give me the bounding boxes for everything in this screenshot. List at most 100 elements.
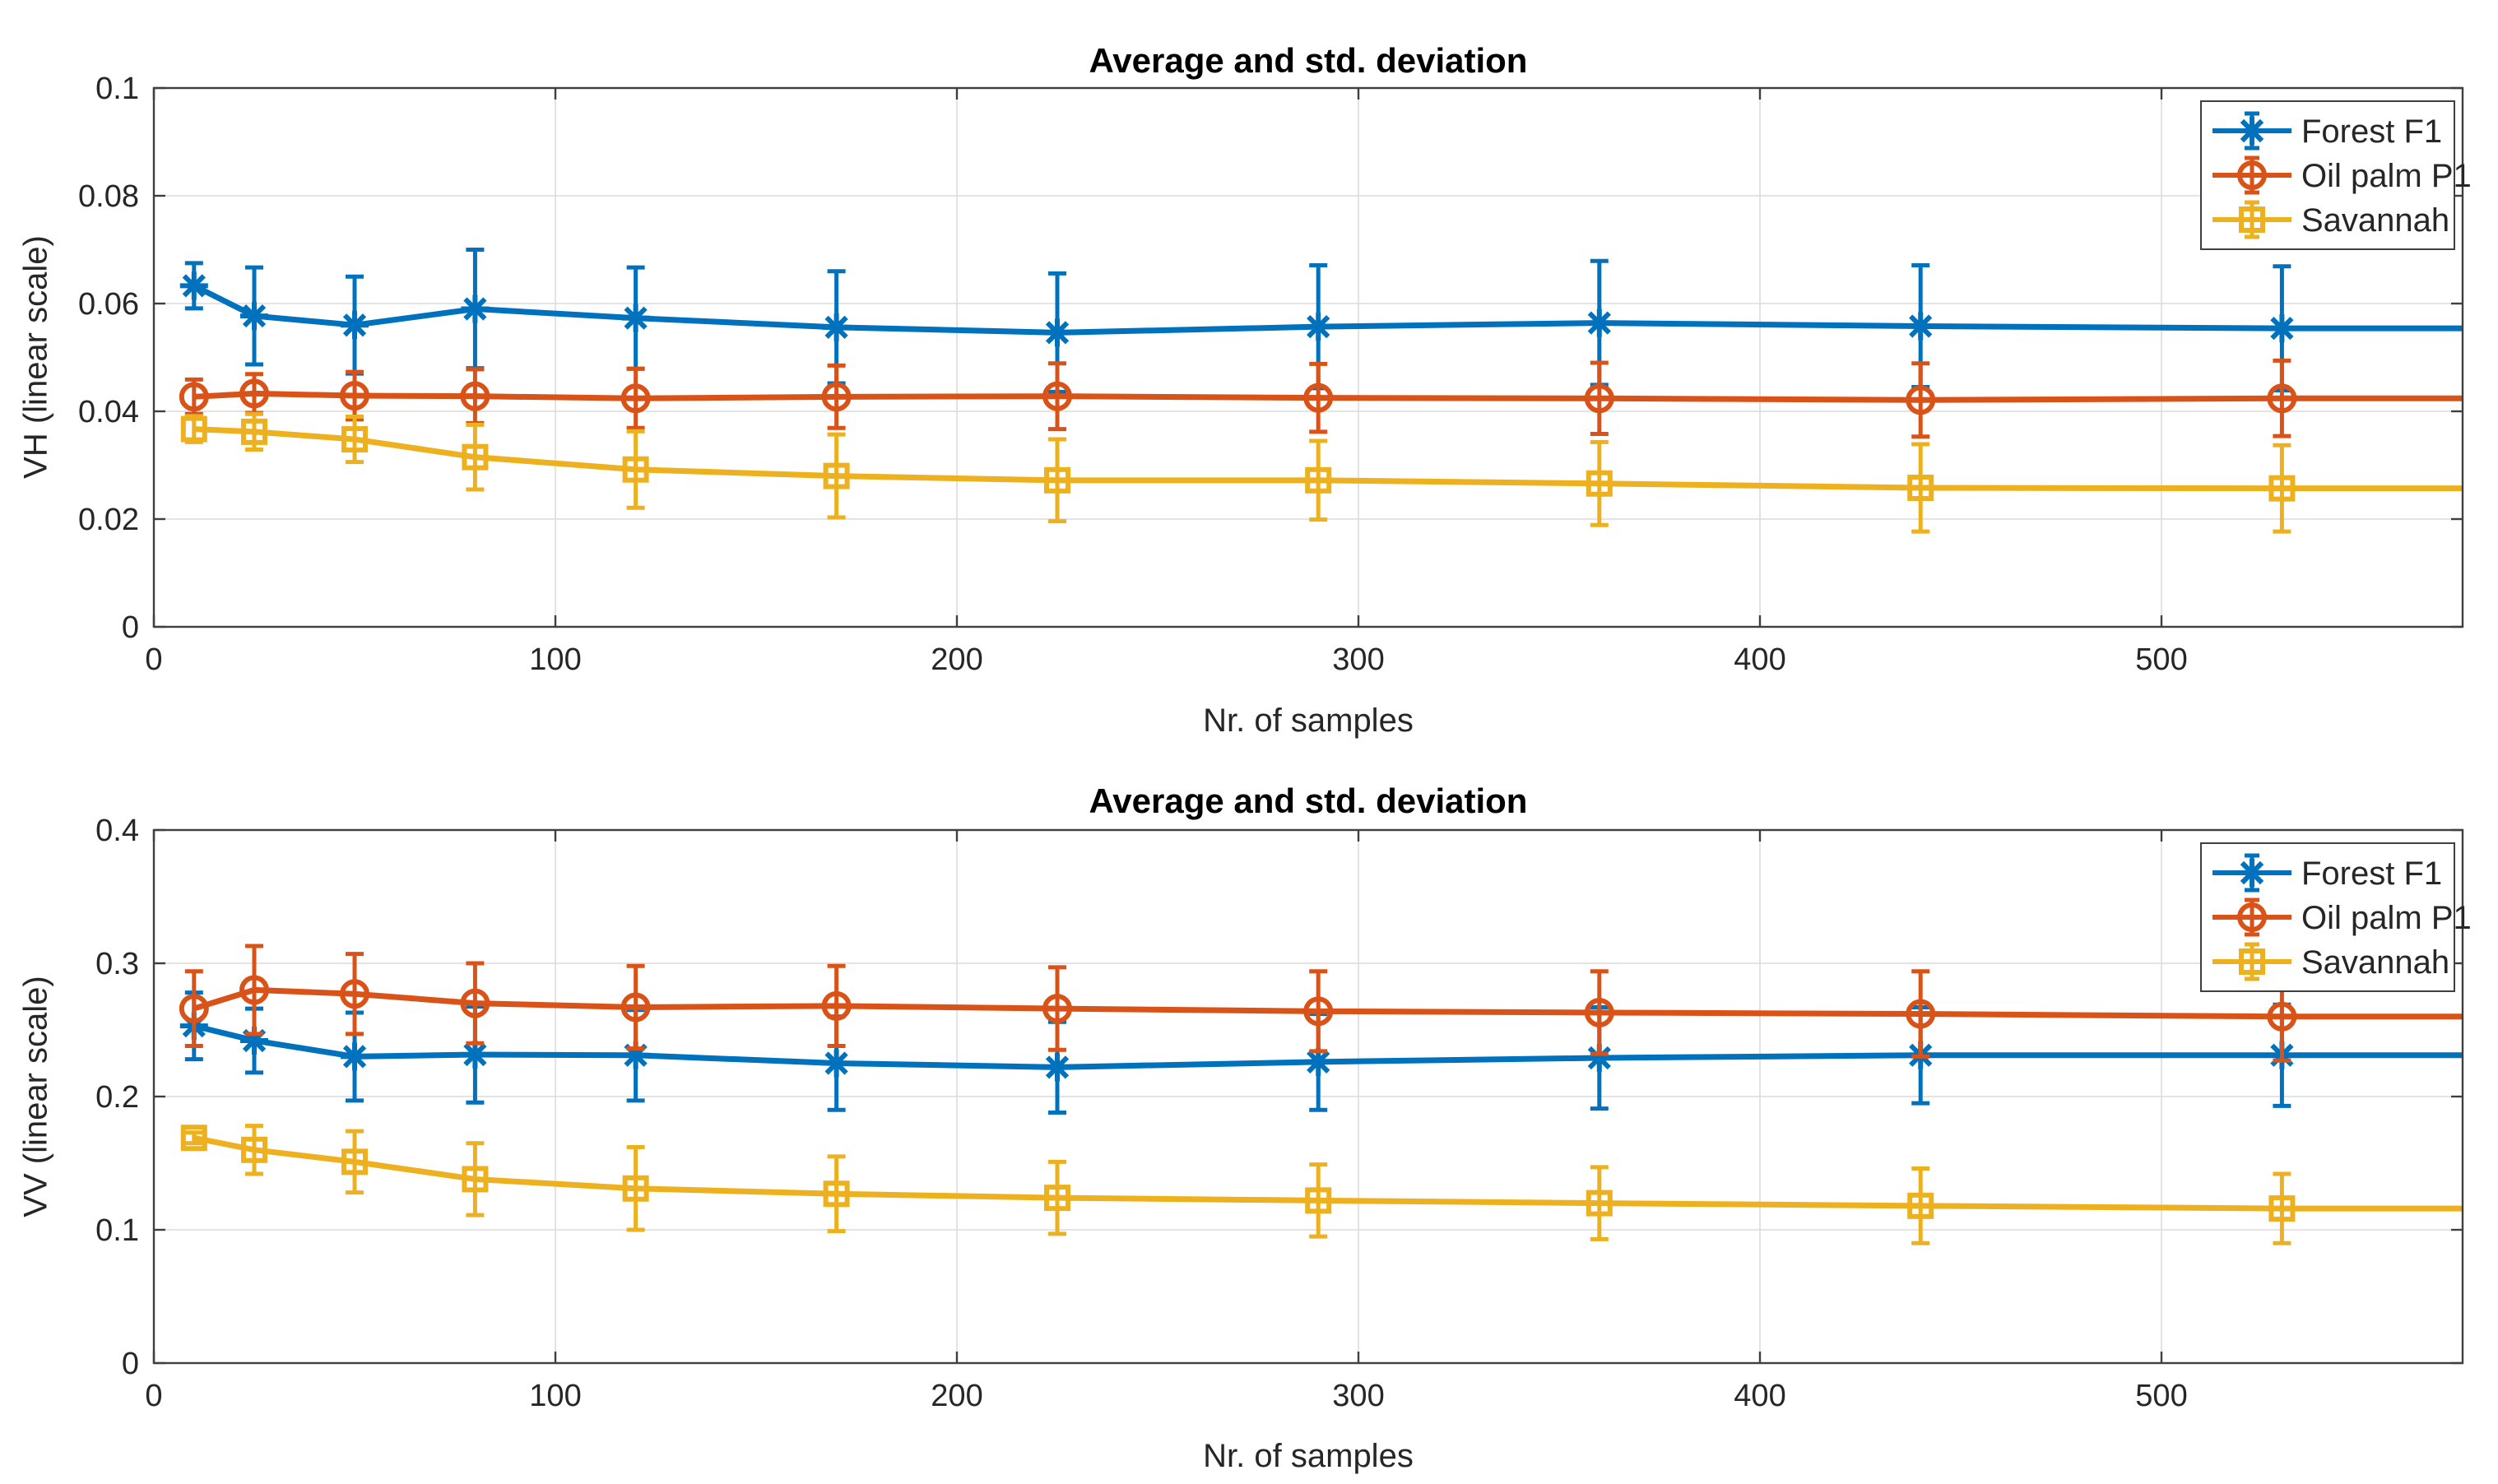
- x-tick-label: 200: [931, 1379, 982, 1413]
- vv-y-axis-label: VV (linear scale): [17, 976, 54, 1217]
- y-tick-label: 0.08: [78, 179, 139, 214]
- axes: [152, 86, 2464, 628]
- markers: [179, 378, 2297, 415]
- data-marker: [620, 383, 651, 414]
- legend-label: Savannah: [2301, 202, 2449, 239]
- error-bars: [184, 411, 2291, 534]
- data-marker: [340, 381, 369, 411]
- data-marker: [1906, 999, 1936, 1029]
- legend-label: Forest F1: [2301, 114, 2442, 150]
- y-tick-label: 0.2: [95, 1080, 139, 1115]
- legend-label: Oil palm P1: [2301, 900, 2472, 936]
- legend: Forest F1 Oil palm P1 Savannah: [2200, 842, 2472, 992]
- data-marker: [239, 378, 269, 409]
- x-tick-label: 100: [529, 1379, 581, 1413]
- data-marker: [1586, 1190, 1613, 1217]
- vv-chart: 0 100 200 300 400 500 0 0.1 0.2 0.3 0.4 Forest F1 Oi…: [95, 814, 2472, 1413]
- y-tick-label: 0.1: [95, 1213, 139, 1248]
- vv-x-axis-label: Nr. of samples: [1203, 1438, 1414, 1474]
- data-marker: [1042, 381, 1072, 411]
- data-marker: [2267, 1001, 2297, 1032]
- y-tick-label: 0: [122, 610, 139, 645]
- data-marker: [1305, 466, 1332, 494]
- data-marker: [1585, 308, 1613, 337]
- data-marker: [1304, 313, 1333, 341]
- x-tick-label: 200: [931, 642, 982, 677]
- y-tick-label: 0.06: [78, 287, 139, 322]
- data-marker: [1584, 383, 1614, 414]
- data-marker: [1906, 312, 1935, 341]
- data-marker: [2267, 383, 2297, 414]
- data-marker: [239, 975, 269, 1005]
- legend-marker: [2237, 160, 2267, 190]
- data-marker: [1584, 997, 1614, 1027]
- series-oil-palm-p1: [179, 358, 2463, 439]
- mean-line: [193, 1023, 2463, 1070]
- data-marker: [1044, 466, 1070, 494]
- series-forest-f1: [179, 248, 2463, 394]
- data-marker: [461, 294, 490, 323]
- mean-line: [193, 426, 2463, 492]
- x-tick-label: 300: [1332, 642, 1384, 677]
- legend-item: Savannah: [2212, 942, 2449, 981]
- x-tick-label: 100: [529, 642, 581, 677]
- series-savannah: [180, 1124, 2463, 1245]
- y-tick-label: 0.4: [95, 814, 139, 848]
- legend-marker: [2239, 206, 2265, 233]
- data-marker: [341, 426, 368, 453]
- x-tick-label: 400: [1734, 1379, 1785, 1413]
- gridlines: [153, 829, 2463, 1364]
- x-tick-label: 0: [145, 642, 162, 677]
- x-tick-label: 500: [2135, 1379, 2187, 1413]
- data-marker: [460, 381, 490, 411]
- vh-x-axis-label: Nr. of samples: [1203, 703, 1414, 739]
- y-tick-label: 0: [122, 1347, 139, 1381]
- data-marker: [1907, 1192, 1934, 1219]
- legend-item: Forest F1: [2212, 111, 2442, 151]
- data-marker: [622, 1175, 649, 1202]
- data-marker: [340, 979, 369, 1009]
- data-marker: [240, 302, 268, 331]
- data-marker: [179, 271, 208, 300]
- y-tick-label: 0.3: [95, 947, 139, 981]
- data-marker: [341, 1148, 368, 1176]
- series-forest-f1: [179, 990, 2463, 1115]
- error-bars: [184, 1124, 2291, 1245]
- vh-plot-title: Average and std. deviation: [1089, 41, 1528, 80]
- legend-label: Forest F1: [2301, 856, 2442, 892]
- y-tick-label: 0.04: [78, 395, 139, 429]
- vh-chart: 0 100 200 300 400 500 0 0.02 0.04 0.06 0.08 0.1 Fore…: [78, 72, 2472, 677]
- markers: [179, 271, 2296, 347]
- data-marker: [622, 456, 649, 483]
- data-marker: [821, 990, 852, 1021]
- vv-plot-title: Average and std. deviation: [1089, 781, 1528, 820]
- gridlines: [153, 87, 2463, 628]
- tick-labels: 0 100 200 300 400 500 0 0.02 0.04 0.06 0.08 0.1: [78, 72, 2188, 677]
- x-tick-label: 0: [145, 1379, 162, 1413]
- data-marker: [1305, 1187, 1332, 1214]
- data-marker: [620, 992, 651, 1023]
- markers: [179, 975, 2297, 1032]
- tick-labels: 0 100 200 300 400 500 0 0.1 0.2 0.3 0.4: [95, 814, 2188, 1413]
- series-savannah: [180, 411, 2463, 534]
- mean-line: [193, 1134, 2463, 1212]
- axes-box: [152, 86, 2464, 628]
- data-marker: [179, 994, 209, 1024]
- y-tick-label: 0.1: [95, 72, 139, 106]
- markers: [179, 1012, 2296, 1082]
- data-marker: [1907, 475, 1934, 502]
- data-marker: [1906, 385, 1936, 415]
- x-tick-label: 300: [1332, 1379, 1384, 1413]
- legend-marker: [2238, 859, 2266, 887]
- legend-marker: [2238, 117, 2266, 145]
- axes: [152, 828, 2464, 1365]
- series-oil-palm-p1: [179, 944, 2463, 1063]
- data-marker: [1303, 383, 1334, 413]
- data-marker: [2268, 475, 2296, 502]
- legend-item: Savannah: [2212, 200, 2449, 239]
- vh-y-axis-label: VH (linear scale): [17, 235, 54, 479]
- legend-item: Forest F1: [2212, 853, 2442, 893]
- x-tick-label: 500: [2135, 642, 2187, 677]
- mean-line: [193, 283, 2463, 336]
